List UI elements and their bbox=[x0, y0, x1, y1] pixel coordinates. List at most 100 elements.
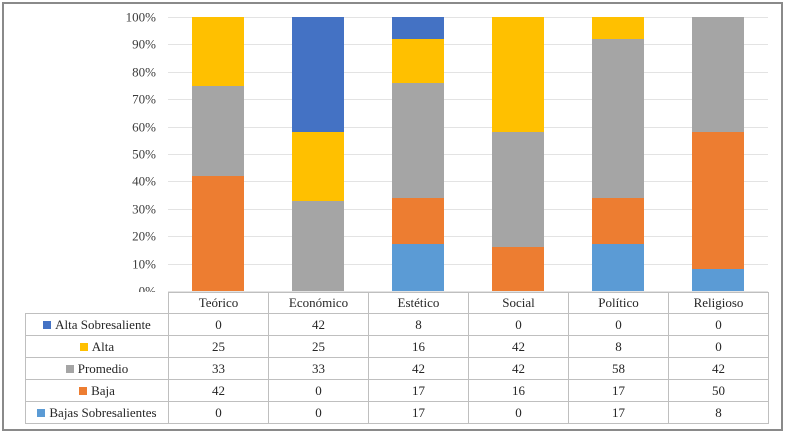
value-cell: 42 bbox=[268, 313, 369, 336]
legend-swatch bbox=[43, 320, 52, 329]
legend-swatch bbox=[79, 386, 88, 395]
bar-segment bbox=[592, 17, 644, 39]
value-cell: 8 bbox=[368, 313, 469, 336]
bar-segment bbox=[692, 132, 744, 270]
value-cell: 8 bbox=[568, 335, 669, 358]
value-cell: 0 bbox=[568, 313, 669, 336]
column-header: Económico bbox=[268, 292, 369, 314]
gridline bbox=[168, 236, 768, 237]
y-axis-tick-label: 20% bbox=[132, 228, 156, 244]
value-cell: 17 bbox=[368, 379, 469, 402]
bar-column-1 bbox=[268, 17, 368, 291]
value-cell: 8 bbox=[668, 401, 769, 424]
gridline bbox=[168, 127, 768, 128]
legend-swatch bbox=[65, 364, 74, 373]
legend-label: Baja bbox=[91, 382, 115, 398]
legend-swatch bbox=[37, 408, 46, 417]
bar-segment bbox=[392, 17, 444, 39]
column-header: Estético bbox=[368, 292, 469, 314]
value-cell: 42 bbox=[668, 357, 769, 380]
column-header: Político bbox=[568, 292, 669, 314]
legend-cell: Baja bbox=[25, 379, 169, 402]
value-cell: 33 bbox=[168, 357, 269, 380]
bar-segment bbox=[192, 85, 244, 176]
y-axis-tick-label: 30% bbox=[132, 201, 156, 217]
value-cell: 33 bbox=[268, 357, 369, 380]
value-cell: 0 bbox=[168, 401, 269, 424]
gridline bbox=[168, 264, 768, 265]
value-cell: 0 bbox=[268, 401, 369, 424]
y-axis-tick-label: 50% bbox=[132, 146, 156, 162]
table-row: Bajas Sobresalientes 0 0 17 0 17 8 bbox=[25, 401, 769, 424]
value-cell: 50 bbox=[668, 379, 769, 402]
value-cell: 25 bbox=[268, 335, 369, 358]
y-axis-tick-label: 60% bbox=[132, 119, 156, 135]
y-axis-tick-label: 70% bbox=[132, 91, 156, 107]
bar-segment bbox=[292, 17, 344, 133]
value-cell: 0 bbox=[268, 379, 369, 402]
legend-cell: Bajas Sobresalientes bbox=[25, 401, 169, 424]
legend-label: Bajas Sobresalientes bbox=[49, 404, 157, 420]
value-cell: 42 bbox=[468, 357, 569, 380]
bar-segment bbox=[392, 38, 444, 83]
value-cell: 58 bbox=[568, 357, 669, 380]
value-cell: 42 bbox=[168, 379, 269, 402]
bar-segment bbox=[692, 17, 744, 133]
value-cell: 17 bbox=[568, 379, 669, 402]
table-row: Baja 42 0 17 16 17 50 bbox=[25, 379, 769, 402]
table-row: Alta 25 25 16 42 8 0 bbox=[25, 335, 769, 358]
bar-segment bbox=[292, 200, 344, 291]
bar-segment bbox=[492, 17, 544, 133]
y-axis-tick-label: 10% bbox=[132, 256, 156, 272]
bar-segment bbox=[592, 38, 644, 198]
value-cell: 0 bbox=[468, 401, 569, 424]
value-cell: 0 bbox=[668, 313, 769, 336]
table-corner-cell bbox=[26, 293, 169, 314]
value-cell: 25 bbox=[168, 335, 269, 358]
y-axis-tick-label: 40% bbox=[132, 173, 156, 189]
gridline bbox=[168, 181, 768, 182]
table-row: Alta Sobresaliente 0 42 8 0 0 0 bbox=[25, 313, 769, 336]
bar-column-0 bbox=[168, 17, 268, 291]
legend-cell: Promedio bbox=[25, 357, 169, 380]
value-cell: 0 bbox=[468, 313, 569, 336]
legend-cell: Alta Sobresaliente bbox=[25, 313, 169, 336]
bar-segment bbox=[592, 244, 644, 291]
column-header: Teórico bbox=[168, 292, 269, 314]
legend-label: Alta bbox=[91, 338, 115, 354]
bar-column-5 bbox=[668, 17, 768, 291]
bar-segment bbox=[392, 197, 444, 245]
legend-label: Alta Sobresaliente bbox=[55, 316, 151, 332]
y-axis-tick-label: 80% bbox=[132, 64, 156, 80]
bar-segment bbox=[292, 132, 344, 201]
bar-segment bbox=[692, 269, 744, 291]
bar-segment bbox=[192, 17, 244, 86]
y-axis-tick-label: 90% bbox=[132, 36, 156, 52]
bar-segment bbox=[492, 132, 544, 248]
column-header: Social bbox=[468, 292, 569, 314]
legend-swatch bbox=[79, 342, 88, 351]
bar-segment bbox=[392, 244, 444, 291]
value-cell: 42 bbox=[368, 357, 469, 380]
legend-cell: Alta bbox=[25, 335, 169, 358]
value-cell: 0 bbox=[668, 335, 769, 358]
value-cell: 17 bbox=[368, 401, 469, 424]
column-header: Religioso bbox=[668, 292, 769, 314]
table-row: Promedio 33 33 42 42 58 42 bbox=[25, 357, 769, 380]
bar-segment bbox=[492, 247, 544, 291]
y-axis-tick-label: 100% bbox=[125, 9, 156, 25]
value-cell: 42 bbox=[468, 335, 569, 358]
data-table: Teórico Económico Estético Social Político Re… bbox=[25, 292, 769, 424]
gridline bbox=[168, 72, 768, 73]
gridline bbox=[168, 44, 768, 45]
bar-column-3 bbox=[468, 17, 568, 291]
gridline bbox=[168, 291, 768, 292]
table-header-row: Teórico Económico Estético Social Político Re… bbox=[26, 292, 769, 314]
legend-label: Promedio bbox=[77, 360, 129, 376]
bar-segment bbox=[392, 82, 444, 198]
value-cell: 16 bbox=[468, 379, 569, 402]
bar-segment bbox=[592, 197, 644, 245]
gridline bbox=[168, 209, 768, 210]
plot-area bbox=[168, 17, 768, 292]
